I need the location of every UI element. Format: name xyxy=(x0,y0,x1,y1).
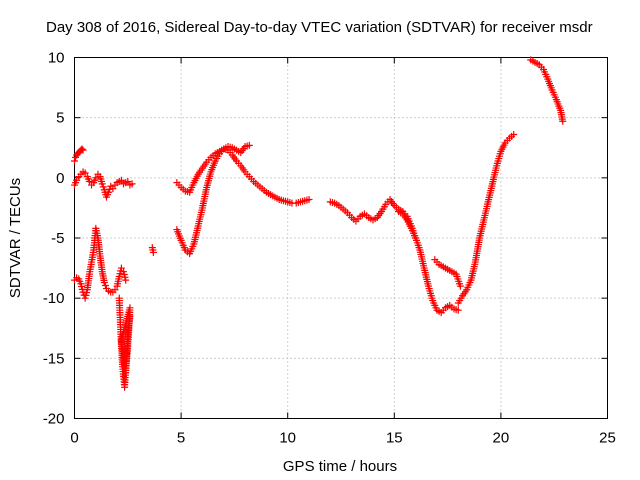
data-point xyxy=(245,141,253,149)
data-point xyxy=(456,282,464,290)
data-point xyxy=(128,180,136,188)
data-point xyxy=(559,117,567,125)
data-point xyxy=(101,282,109,290)
y-tick-label: -20 xyxy=(43,411,65,428)
axis-ticks: 0 5 10 15 20 25 10 5 0 -5 -10 -15 -20 xyxy=(43,50,616,447)
y-tick-label: 5 xyxy=(56,110,64,127)
plot-frame xyxy=(74,57,608,419)
y-tick-label: -5 xyxy=(51,230,64,247)
data-point xyxy=(117,264,125,272)
x-tick-label: 15 xyxy=(386,430,403,447)
y-tick-label: 0 xyxy=(56,170,64,187)
data-point xyxy=(305,195,313,203)
data-point xyxy=(79,146,87,154)
y-tick-label: -10 xyxy=(43,290,65,307)
data-point xyxy=(81,169,89,177)
y-axis-label: SDTVAR / TECUs xyxy=(7,178,24,298)
data-point xyxy=(99,183,107,191)
data-point xyxy=(149,248,157,256)
data-point xyxy=(105,188,113,196)
data-point xyxy=(78,145,86,153)
x-tick-label: 10 xyxy=(279,430,296,447)
data-point xyxy=(98,180,106,188)
data-point xyxy=(92,174,100,182)
x-axis-label: GPS time / hours xyxy=(283,458,397,475)
y-tick-label: -15 xyxy=(43,350,65,367)
x-tick-label: 20 xyxy=(493,430,510,447)
grid-lines xyxy=(74,57,608,419)
x-tick-label: 5 xyxy=(177,430,185,447)
data-point xyxy=(510,131,518,139)
x-tick-label: 0 xyxy=(70,430,78,447)
data-point xyxy=(109,185,117,193)
x-tick-label: 25 xyxy=(599,430,616,447)
chart-title: Day 308 of 2016, Sidereal Day-to-day VTE… xyxy=(46,19,593,36)
y-tick-label: 10 xyxy=(48,50,65,67)
data-point xyxy=(122,276,130,284)
data-point xyxy=(71,157,78,165)
data-point xyxy=(85,177,93,185)
data-point xyxy=(111,286,119,294)
data-point xyxy=(100,279,108,287)
data-point xyxy=(454,306,462,314)
data-points xyxy=(71,56,567,391)
data-point xyxy=(117,176,125,184)
data-point xyxy=(106,185,114,193)
data-point xyxy=(73,176,81,184)
data-point xyxy=(124,177,132,185)
data-point xyxy=(126,312,134,320)
